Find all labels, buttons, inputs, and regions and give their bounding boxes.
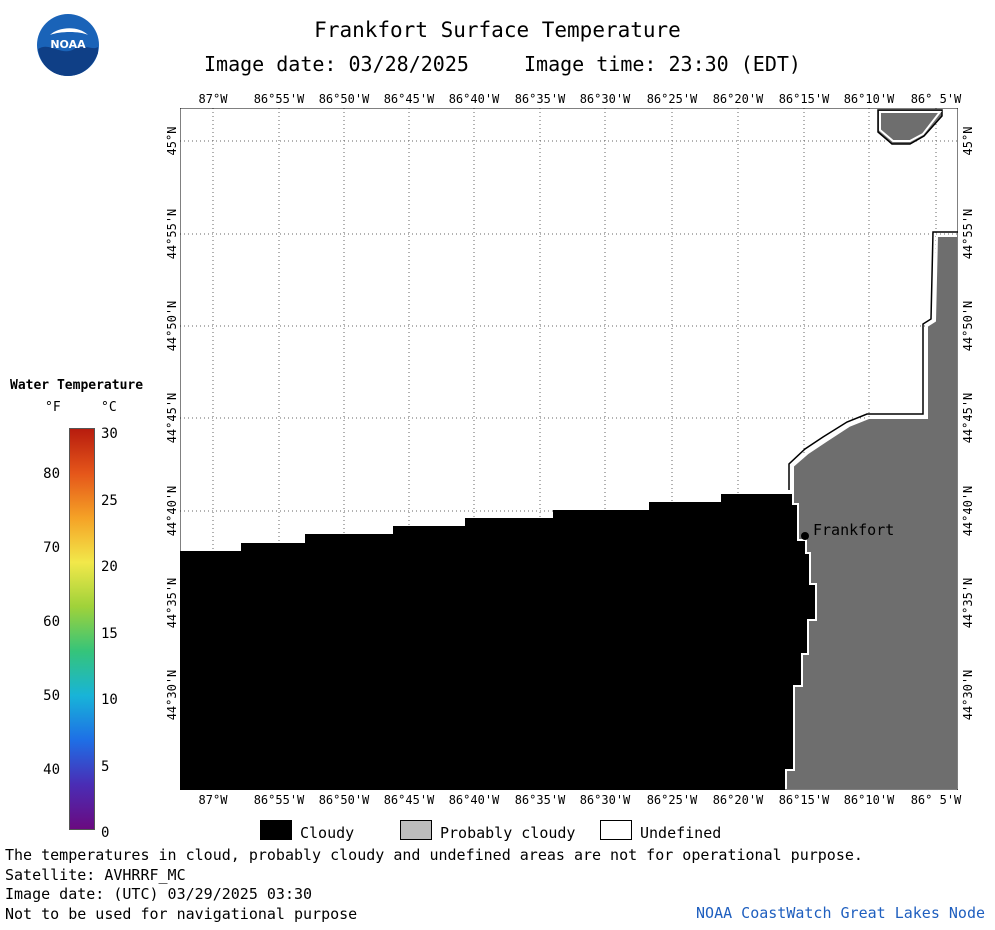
cloudy-area xyxy=(180,494,816,790)
fahrenheit-tick-label: 70 xyxy=(43,540,60,556)
fahrenheit-tick-label: 80 xyxy=(43,466,60,482)
fahrenheit-tick-label: 40 xyxy=(43,762,60,778)
latitude-label: 44°50'N xyxy=(165,300,179,352)
longitude-label: 86°15'W xyxy=(778,793,830,807)
sst-map xyxy=(180,108,958,790)
land-outline xyxy=(788,231,958,490)
celsius-tick-label: 15 xyxy=(101,625,118,642)
longitude-label: 86°25'W xyxy=(646,793,698,807)
latitude-label: 44°30'N xyxy=(165,669,179,721)
island-coast xyxy=(879,111,943,142)
latitude-label: 44°55'N xyxy=(961,208,975,260)
celsius-tick-label: 5 xyxy=(101,758,110,775)
longitude-label: 86°30'W xyxy=(579,92,631,106)
celsius-tick-label: 10 xyxy=(101,692,118,708)
map-title: Frankfort Surface Temperature xyxy=(314,18,681,42)
image-date: Image date: 03/28/2025 xyxy=(204,52,469,76)
latitude-label: 45°N xyxy=(961,126,975,156)
celsius-tick-label: 20 xyxy=(101,559,118,575)
longitude-label: 86°20'W xyxy=(712,793,764,807)
longitude-label: 86° 5'W xyxy=(910,793,962,807)
undefined-label: Undefined xyxy=(640,824,722,842)
logo-text: NOAA xyxy=(50,38,86,51)
longitude-label: 86°10'W xyxy=(843,92,895,106)
latitude-label: 44°30'N xyxy=(961,669,975,721)
longitude-label: 87°W xyxy=(198,92,228,106)
probably-cloudy-swatch xyxy=(400,820,432,840)
celsius-tick-label: 30 xyxy=(101,426,118,442)
frankfort-marker xyxy=(801,532,809,540)
latitude-label: 44°45'N xyxy=(165,392,179,444)
color-scale-bar xyxy=(69,428,95,830)
celsius-tick-label: 25 xyxy=(101,492,118,509)
probably-cloudy-land xyxy=(785,235,958,790)
cloudy-swatch xyxy=(260,820,292,840)
disclaimer-line: The temperatures in cloud, probably clou… xyxy=(5,846,863,864)
city-label-frankfort: Frankfort xyxy=(813,521,895,539)
longitude-label: 86°45'W xyxy=(383,92,435,106)
longitude-label: 86°50'W xyxy=(318,793,370,807)
unit-celsius: °C xyxy=(101,400,117,415)
latitude-label: 45°N xyxy=(165,126,179,156)
utc-date-line: Image date: (UTC) 03/29/2025 03:30 xyxy=(5,885,313,903)
latitude-label: 44°40'N xyxy=(165,485,179,537)
longitude-label: 86° 5'W xyxy=(910,92,962,106)
longitude-label: 86°10'W xyxy=(843,793,895,807)
navigation-warning: Not to be used for navigational purpose xyxy=(5,905,358,923)
longitude-label: 86°40'W xyxy=(448,793,500,807)
latitude-label: 44°45'N xyxy=(961,392,975,444)
longitude-label: 86°40'W xyxy=(448,92,500,106)
longitude-label: 86°50'W xyxy=(318,92,370,106)
longitude-label: 86°15'W xyxy=(778,92,830,106)
noaa-logo: NOAA xyxy=(37,14,99,76)
fahrenheit-tick-label: 50 xyxy=(43,688,60,704)
longitude-label: 86°35'W xyxy=(514,92,566,106)
longitude-label: 86°20'W xyxy=(712,92,764,106)
longitude-label: 86°30'W xyxy=(579,793,631,807)
longitude-label: 86°55'W xyxy=(253,793,305,807)
celsius-tick-label: 0 xyxy=(101,825,110,841)
fahrenheit-tick-label: 60 xyxy=(43,614,60,630)
latitude-label: 44°35'N xyxy=(165,577,179,629)
latitude-label: 44°35'N xyxy=(961,577,975,629)
longitude-label: 86°25'W xyxy=(646,92,698,106)
longitude-label: 86°45'W xyxy=(383,793,435,807)
longitude-label: 86°55'W xyxy=(253,92,305,106)
undefined-swatch xyxy=(600,820,632,840)
image-time: Image time: 23:30 (EDT) xyxy=(524,52,801,76)
legend-title: Water Temperature xyxy=(10,378,144,393)
latitude-label: 44°50'N xyxy=(961,300,975,352)
satellite-line: Satellite: AVHRRF_MC xyxy=(5,866,186,884)
cloudy-label: Cloudy xyxy=(300,824,355,842)
longitude-label: 87°W xyxy=(198,793,228,807)
longitude-label: 86°35'W xyxy=(514,793,566,807)
latitude-label: 44°40'N xyxy=(961,485,975,537)
node-credit: NOAA CoastWatch Great Lakes Node xyxy=(696,904,985,922)
unit-fahrenheit: °F xyxy=(45,400,61,415)
probably-cloudy-label: Probably cloudy xyxy=(440,824,576,842)
latitude-label: 44°55'N xyxy=(165,208,179,260)
